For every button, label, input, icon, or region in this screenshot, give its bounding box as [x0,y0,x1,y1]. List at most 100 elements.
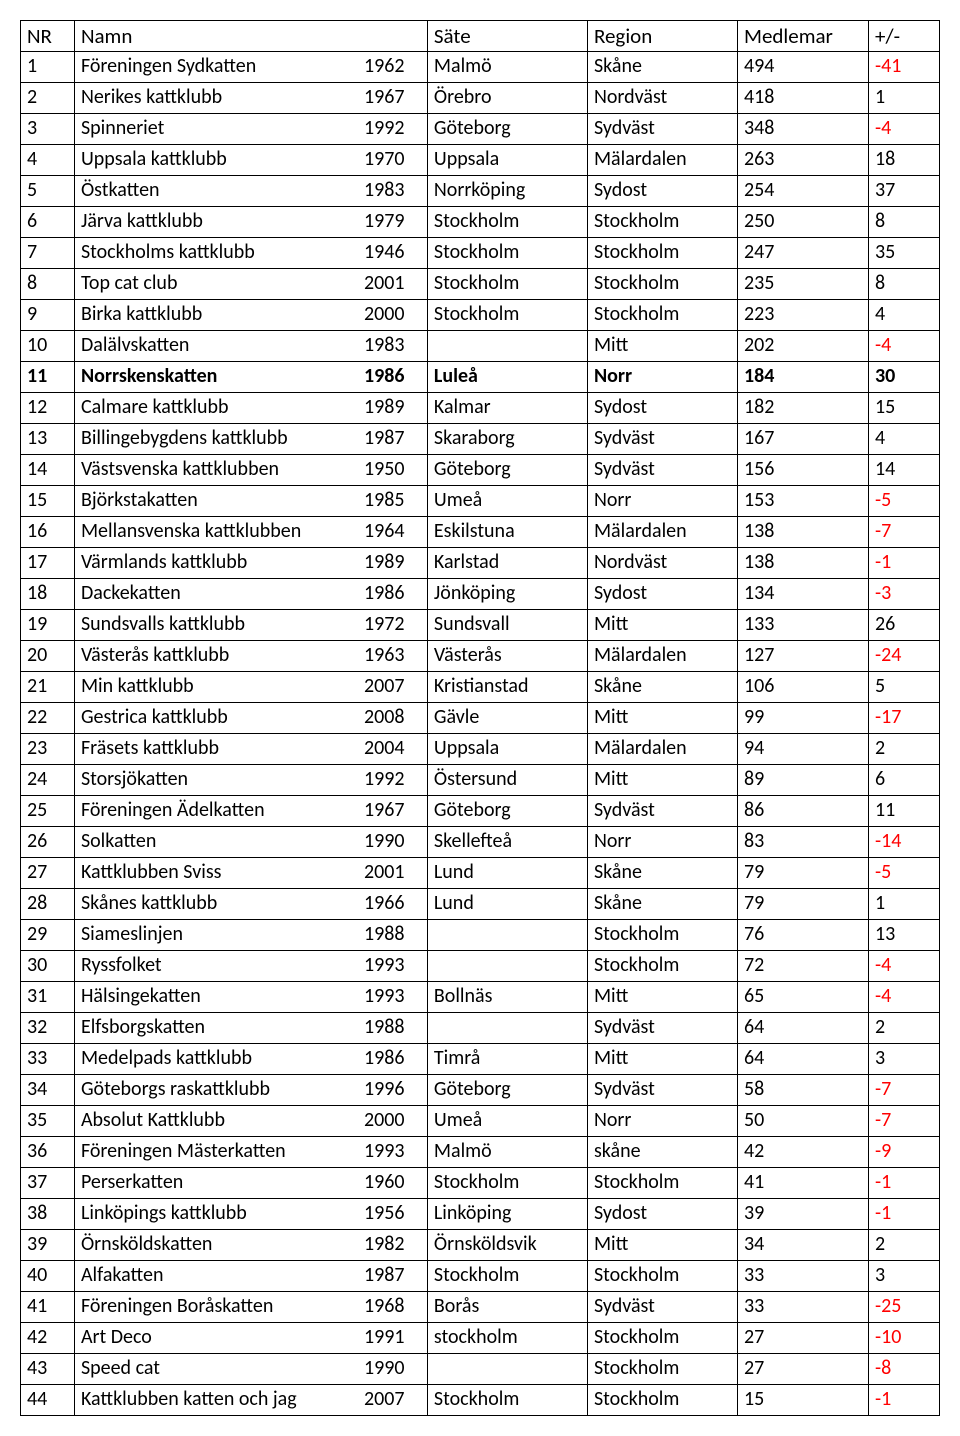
cell-members: 79 [738,858,869,889]
cell-seat: Kristianstad [427,672,587,703]
cell-name: Ryssfolket [74,951,358,982]
cell-seat: Stockholm [427,300,587,331]
table-row: 29Siameslinjen1988Stockholm7613 [21,920,940,951]
table-row: 15Björkstakatten1985UmeåNorr153-5 [21,486,940,517]
cell-change: -1 [869,548,940,579]
cell-region: Stockholm [587,1385,737,1416]
header-year [358,21,427,52]
cell-nr: 14 [21,455,75,486]
cell-members: 65 [738,982,869,1013]
cell-members: 27 [738,1323,869,1354]
cell-members: 72 [738,951,869,982]
cell-seat: Stockholm [427,1385,587,1416]
cell-name: Absolut Kattklubb [74,1106,358,1137]
cell-region: Sydost [587,176,737,207]
cell-nr: 43 [21,1354,75,1385]
cell-members: 15 [738,1385,869,1416]
cell-name: Dalälvskatten [74,331,358,362]
cell-region: Sydväst [587,455,737,486]
cell-members: 34 [738,1230,869,1261]
header-nr: NR [21,21,75,52]
cell-seat: Västerås [427,641,587,672]
cell-change: 15 [869,393,940,424]
cell-year: 1987 [358,1261,427,1292]
cell-nr: 30 [21,951,75,982]
cell-members: 494 [738,52,869,83]
cell-members: 64 [738,1044,869,1075]
cell-nr: 3 [21,114,75,145]
cell-year: 1988 [358,1013,427,1044]
cell-region: Norr [587,827,737,858]
cell-name: Siameslinjen [74,920,358,951]
cell-name: Min kattklubb [74,672,358,703]
cell-seat: Bollnäs [427,982,587,1013]
cell-members: 250 [738,207,869,238]
table-row: 31Hälsingekatten1993BollnäsMitt65-4 [21,982,940,1013]
cell-nr: 34 [21,1075,75,1106]
cell-change: 2 [869,1013,940,1044]
cell-change: 4 [869,300,940,331]
table-row: 44Kattklubben katten och jag2007Stockhol… [21,1385,940,1416]
cell-nr: 21 [21,672,75,703]
cell-year: 2008 [358,703,427,734]
table-row: 13Billingebygdens kattklubb1987Skaraborg… [21,424,940,455]
header-seat: Säte [427,21,587,52]
cell-region: Mitt [587,1230,737,1261]
cell-seat: Umeå [427,1106,587,1137]
cell-name: Västerås kattklubb [74,641,358,672]
table-row: 7Stockholms kattklubb1946StockholmStockh… [21,238,940,269]
cell-region: Stockholm [587,1323,737,1354]
cell-year: 1993 [358,951,427,982]
cell-region: Mitt [587,610,737,641]
cell-region: Mälardalen [587,641,737,672]
cell-change: -5 [869,486,940,517]
cell-change: -9 [869,1137,940,1168]
cell-seat: Umeå [427,486,587,517]
cell-nr: 5 [21,176,75,207]
cell-change: 26 [869,610,940,641]
table-row: 6Järva kattklubb1979StockholmStockholm25… [21,207,940,238]
cell-seat [427,920,587,951]
cell-name: Perserkatten [74,1168,358,1199]
cell-nr: 4 [21,145,75,176]
cell-seat: Borås [427,1292,587,1323]
cell-nr: 26 [21,827,75,858]
cell-name: Fräsets kattklubb [74,734,358,765]
cell-year: 2007 [358,672,427,703]
cell-seat: Stockholm [427,1168,587,1199]
cell-name: Solkatten [74,827,358,858]
cell-seat: Stockholm [427,1261,587,1292]
table-row: 18Dackekatten1986JönköpingSydost134-3 [21,579,940,610]
cell-region: Mitt [587,765,737,796]
cell-change: -24 [869,641,940,672]
cell-members: 33 [738,1292,869,1323]
cell-seat: Göteborg [427,455,587,486]
table-row: 41Föreningen Boråskatten1968BoråsSydväst… [21,1292,940,1323]
cell-nr: 39 [21,1230,75,1261]
cell-change: -4 [869,951,940,982]
cell-seat: Jönköping [427,579,587,610]
cell-name: Kattklubben Sviss [74,858,358,889]
cell-region: Sydväst [587,1075,737,1106]
cell-members: 134 [738,579,869,610]
cell-change: 18 [869,145,940,176]
cell-members: 138 [738,517,869,548]
cell-nr: 28 [21,889,75,920]
table-row: 3Spinneriet1992GöteborgSydväst348-4 [21,114,940,145]
cell-name: Gestrica kattklubb [74,703,358,734]
cell-seat: Luleå [427,362,587,393]
cell-nr: 20 [21,641,75,672]
cell-name: Östkatten [74,176,358,207]
cell-region: Mälardalen [587,517,737,548]
cell-members: 167 [738,424,869,455]
cell-seat: Kalmar [427,393,587,424]
cell-members: 127 [738,641,869,672]
cell-year: 2000 [358,1106,427,1137]
cell-year: 2001 [358,858,427,889]
cell-name: Göteborgs raskattklubb [74,1075,358,1106]
cell-members: 76 [738,920,869,951]
cell-nr: 16 [21,517,75,548]
cell-seat: Skellefteå [427,827,587,858]
cell-name: Storsjökatten [74,765,358,796]
cell-nr: 23 [21,734,75,765]
